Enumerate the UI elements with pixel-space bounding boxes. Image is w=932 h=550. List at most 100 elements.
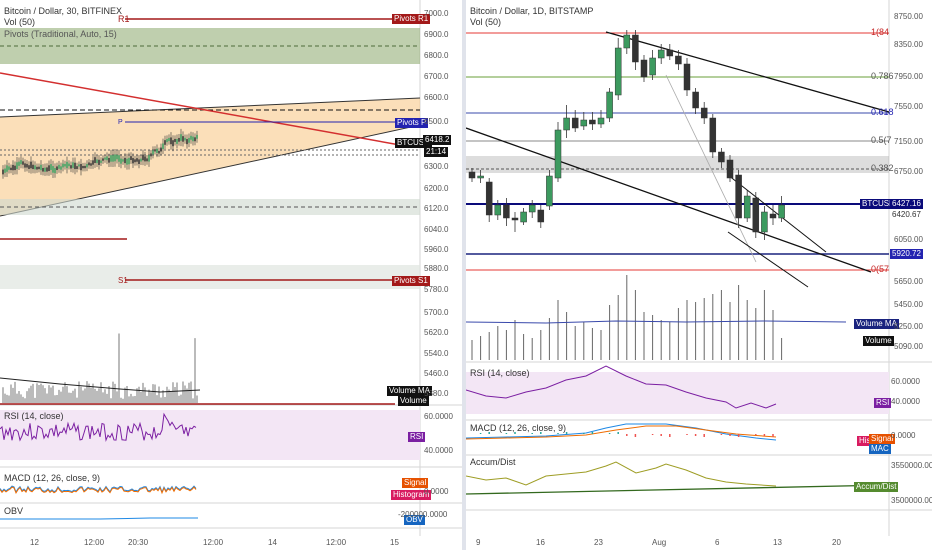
left-candle-97 (196, 134, 198, 139)
right-candle-36 (778, 204, 785, 219)
right-candle-20 (640, 59, 648, 78)
price-tick-3: 6700.0 (424, 72, 449, 81)
right-candle-10 (554, 129, 562, 179)
right-rsi-tick-60: 60.0000 (891, 377, 920, 386)
left-candle-39 (80, 164, 82, 171)
right-macd-label: MACD (12, 26, close, 9) (470, 423, 567, 433)
left-chart-pane[interactable]: Bitcoin / Dollar, 30, BITFINEX Vol (50) … (0, 0, 462, 550)
left-candle-42 (86, 163, 88, 168)
accum-dist-line (466, 461, 777, 487)
price-tick-9: 5250.00 (894, 322, 923, 331)
left-candle-9 (20, 160, 22, 165)
right-macd-tick-0: 0.0000 (891, 431, 916, 440)
right-candle-1 (477, 175, 484, 179)
left-candle-74 (150, 153, 152, 157)
mac-tag: MAC (869, 444, 891, 454)
left-candle-15 (32, 164, 34, 170)
time-tick-3: 12:00 (203, 538, 224, 547)
right-volume-label: Vol (50) (470, 17, 502, 27)
right-volume-tag: Volume (863, 336, 894, 346)
price-tick-16: 5460.0 (424, 369, 449, 378)
fib-1-label: 1(84 (871, 27, 890, 37)
left-candle-61 (124, 157, 126, 164)
pane-divider[interactable] (462, 0, 466, 550)
left-candle-13 (28, 165, 30, 169)
left-candle-82 (166, 138, 168, 143)
fib-618-label: 0.618 (871, 107, 894, 117)
left-volume-label: Vol (50) (4, 17, 36, 27)
right-candle-27 (700, 107, 708, 119)
right-candle-23 (666, 49, 674, 57)
left-candle-12 (26, 163, 28, 168)
left-chart-canvas[interactable] (0, 0, 462, 550)
left-candle-25 (52, 166, 54, 173)
left-candle-92 (186, 139, 188, 145)
right-chart-pane[interactable]: Bitcoin / Dollar, 1D, BITSTAMP Vol (50) … (466, 0, 932, 550)
price-tick-10: 5960.0 (424, 245, 449, 254)
right-candle-11 (563, 117, 570, 131)
right-signal-tag: Signal (869, 434, 896, 444)
left-candle-44 (90, 163, 92, 166)
left-signal-line (0, 486, 197, 495)
left-candle-49 (100, 160, 102, 163)
left-candle-24 (50, 164, 52, 170)
left-candle-94 (190, 135, 192, 140)
downtrend-lower (466, 127, 872, 273)
accum-trendline (466, 484, 890, 495)
pivots-p-tag: Pivots P (395, 118, 429, 128)
wedge-lower (727, 231, 809, 288)
s1-band (0, 265, 420, 289)
left-candle-70 (142, 154, 144, 161)
volume-tag: Volume (398, 396, 429, 406)
left-candle-36 (74, 162, 76, 170)
price-tick-7: 6200.0 (424, 184, 449, 193)
right-rsi-label: RSI (14, close) (470, 368, 530, 378)
left-candle-38 (78, 164, 80, 167)
price-tick-2: 7950.00 (894, 72, 923, 81)
right-accum-tick-2: 3500000.0000 (891, 496, 932, 505)
fib-5-label: 0.5(7 (871, 135, 892, 145)
left-candle-73 (148, 155, 150, 162)
price-tick-0: 7000.0 (424, 9, 449, 18)
left-rsi-background (0, 410, 420, 460)
right-candle-18 (623, 34, 631, 49)
right-candle-24 (675, 55, 682, 65)
right-candle-30 (726, 159, 734, 179)
right-chart-canvas[interactable] (466, 0, 932, 550)
left-candle-69 (140, 158, 142, 162)
time-tick-4: 14 (268, 538, 277, 547)
left-candle-16 (34, 165, 36, 170)
left-candle-8 (18, 161, 20, 166)
left-candle-47 (96, 159, 98, 164)
level-tag: 5920.72 (890, 249, 923, 259)
left-candle-95 (192, 136, 194, 142)
price-tick-14: 5620.0 (424, 328, 449, 337)
right-candle-29 (718, 151, 725, 163)
right-macd-line (466, 423, 777, 441)
left-candle-43 (88, 162, 90, 166)
left-candle-46 (94, 157, 96, 163)
time-tick-5: 13 (773, 538, 782, 547)
right-candle-25 (683, 63, 691, 91)
time-tick-1: 12:00 (84, 538, 105, 547)
left-candle-54 (110, 155, 112, 162)
left-candle-72 (146, 158, 148, 162)
right-btcusd-tag: BTCUSD (860, 199, 897, 209)
pivots-s1-tag: Pivots S1 (392, 276, 430, 286)
left-candle-58 (118, 155, 120, 162)
right-candle-35 (769, 213, 777, 219)
wedge-upper (727, 174, 827, 253)
left-candle-28 (58, 164, 60, 169)
left-candle-56 (114, 154, 116, 162)
left-candle-86 (174, 138, 176, 142)
right-signal-line (466, 425, 777, 440)
right-candle-9 (546, 175, 553, 207)
left-candle-84 (170, 137, 172, 145)
price-tick-3: 7550.00 (894, 102, 923, 111)
right-accum-label: Accum/Dist (470, 457, 516, 467)
right-candle-7 (528, 204, 536, 213)
left-candle-55 (112, 155, 114, 162)
fib-786-label: 0.786 (871, 71, 894, 81)
left-candle-85 (172, 140, 174, 147)
left-candle-60 (122, 159, 124, 162)
